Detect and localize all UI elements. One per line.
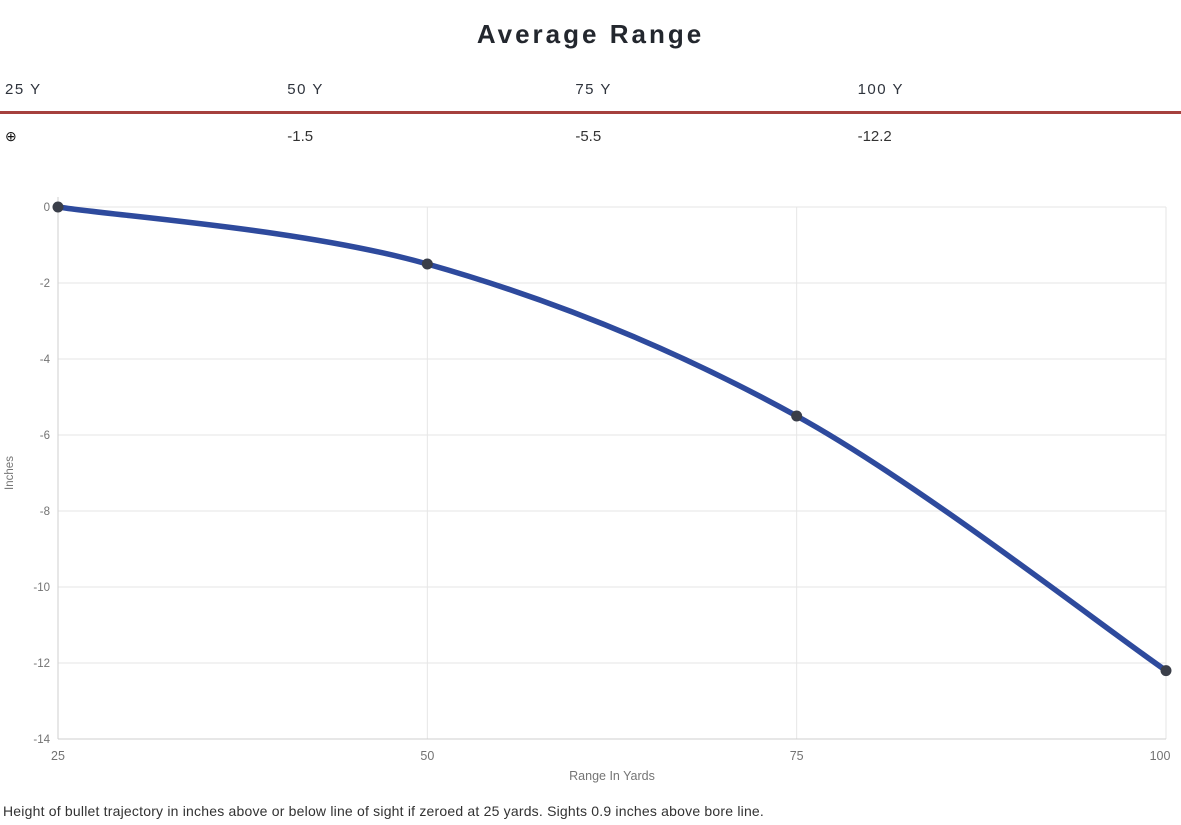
y-tick-label: -8 [40, 506, 50, 518]
drop-value-100y: -12.2 [857, 128, 892, 145]
y-tick-label: -10 [33, 582, 50, 594]
trajectory-line [55, 204, 1169, 674]
x-axis-title: Range In Yards [569, 769, 655, 783]
column-header-100y: 100 Y [857, 81, 905, 98]
y-axis-title: Inches [4, 456, 16, 490]
y-tick-label: -14 [33, 734, 50, 746]
range-table-value-row: ⊕ -1.5 -5.5 -12.2 [0, 114, 1181, 145]
page-title: Average Range [476, 19, 705, 50]
x-tick-label: 75 [790, 749, 804, 763]
range-table-header-row: 25 Y 50 Y 75 Y 100 Y [0, 81, 1181, 114]
x-tick-label: 100 [1150, 749, 1171, 763]
y-tick-label: 0 [44, 202, 50, 214]
data-point-50y[interactable] [421, 258, 433, 270]
column-header-25y: 25 Y [5, 81, 42, 98]
column-header-75y: 75 Y [575, 81, 612, 98]
zero-crosshair-icon: ⊕ [5, 128, 17, 144]
data-point-100y[interactable] [1160, 665, 1172, 677]
x-tick-label: 50 [420, 749, 434, 763]
data-point-75y[interactable] [791, 410, 803, 422]
drop-value-50y: -1.5 [287, 128, 314, 145]
y-tick-label: -12 [33, 658, 50, 670]
y-tick-label: -2 [40, 278, 50, 290]
range-summary-table: 25 Y 50 Y 75 Y 100 Y ⊕ -1.5 -5.5 -12.2 [0, 81, 1181, 145]
column-header-50y: 50 Y [287, 81, 324, 98]
x-tick-label: 25 [51, 749, 65, 763]
chart-footnote: Height of bullet trajectory in inches ab… [3, 803, 765, 819]
y-tick-label: -4 [40, 354, 51, 366]
drop-value-75y: -5.5 [575, 128, 602, 145]
data-point-25y[interactable] [52, 201, 64, 213]
y-tick-label: -6 [40, 430, 50, 442]
